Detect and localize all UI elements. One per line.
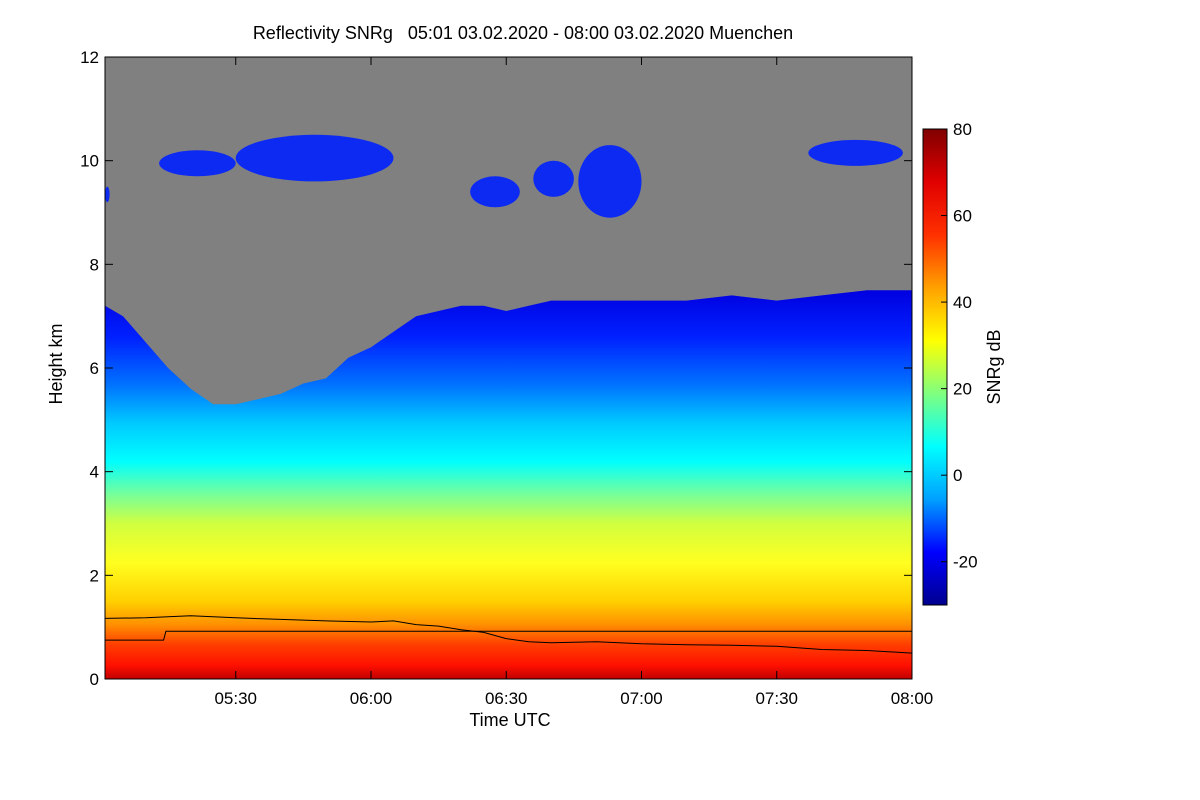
y-tick-label: 4 [90,463,99,482]
colorbar-tick-label: 20 [953,380,972,399]
y-axis-ticks: 0 2 4 6 8 10 12 [80,48,912,689]
y-tick-label: 12 [80,48,99,67]
cirrus-layer-7 [808,139,903,166]
cirrus-layer-5 [533,160,574,197]
colorbar-tick-label: 60 [953,207,972,226]
cirrus-layer-3 [235,134,394,182]
x-tick-label: 07:30 [755,689,798,708]
x-tick-label: 08:00 [891,689,934,708]
y-tick-label: 10 [80,152,99,171]
x-tick-label: 07:00 [620,689,663,708]
y-tick-label: 0 [90,670,99,689]
cirrus-layer-6 [578,145,642,218]
cirrus-layer-2 [159,150,236,177]
boundary-line-2 [105,630,912,641]
plot-area [105,57,912,679]
x-tick-label: 06:00 [350,689,393,708]
colorbar-tick-label: -20 [953,553,978,572]
echo-region [105,290,912,679]
y-axis-label: Height km [46,323,66,404]
cirrus-layers [105,134,903,218]
y-tick-label: 6 [90,359,99,378]
cirrus-layer-4 [470,176,520,208]
y-tick-label: 8 [90,255,99,274]
colorbar-tick-label: 80 [953,120,972,139]
colorbar-label: SNRg dB [984,329,1004,404]
x-tick-label: 05:30 [214,689,257,708]
colorbar-tick-label: 40 [953,293,972,312]
cirrus-layer-1 [105,186,110,203]
y-tick-label: 2 [90,566,99,585]
colorbar-tick-label: 0 [953,466,962,485]
boundary-layer-lines [105,615,912,654]
colorbar: -20 0 20 40 60 80 SNRg dB [922,120,1004,606]
x-tick-label: 06:30 [485,689,528,708]
colorbar-ticks: -20 0 20 40 60 80 [941,120,978,572]
boundary-line-1 [105,615,912,654]
colorbar-scale [922,128,948,606]
chart-title: Reflectivity SNRg 05:01 03.02.2020 - 08:… [253,23,793,43]
x-axis-label: Time UTC [469,710,550,730]
x-axis-ticks: 05:30 06:00 06:30 07:00 07:30 08:00 [214,57,933,708]
